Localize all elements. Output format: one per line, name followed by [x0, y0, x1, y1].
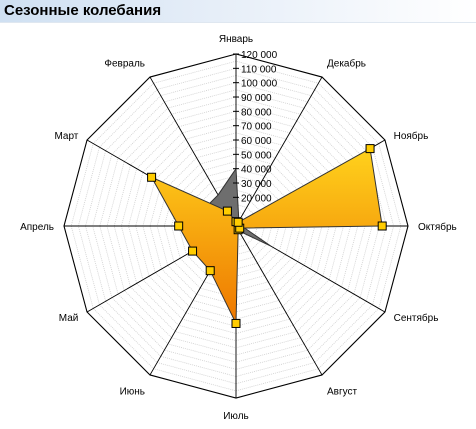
- series-2-marker-Ноябрь: [365, 144, 375, 154]
- chart-title-bar: Сезонные колебания: [0, 0, 476, 23]
- category-label: Май: [59, 313, 79, 324]
- category-labels: Январь Февраль Март Апрель Май Июнь Июль Август…: [20, 34, 457, 422]
- series-2-marker-Февраль: [222, 206, 232, 216]
- chart-title: Сезонные колебания: [4, 2, 162, 19]
- tick-label: 30 000: [241, 179, 272, 190]
- tick-label: 90 000: [241, 93, 272, 104]
- category-label: Февраль: [104, 58, 145, 69]
- grid-spoke: [235, 225, 323, 376]
- tick-label: 120 000: [241, 50, 278, 61]
- series-2-marker-Июнь: [205, 266, 215, 276]
- category-label: Июль: [223, 411, 249, 422]
- radar-series: [147, 144, 387, 328]
- tick-label: 100 000: [241, 79, 278, 90]
- tick-label: 70 000: [241, 122, 272, 133]
- category-label: Ноябрь: [394, 130, 429, 142]
- series-2-marker-Март: [147, 172, 157, 182]
- series-2-marker-Июль: [231, 318, 241, 328]
- category-label: Август: [327, 387, 358, 398]
- tick-label: 110 000: [241, 64, 277, 75]
- category-label: Апрель: [20, 222, 54, 233]
- category-label: Июнь: [120, 387, 145, 398]
- tick-label: 80 000: [241, 107, 272, 118]
- series-2-marker-Декабрь: [233, 217, 243, 227]
- series-2-marker-Май: [188, 246, 198, 256]
- grid-spoke: [235, 76, 323, 227]
- category-label: Март: [54, 131, 78, 142]
- category-label: Декабрь: [327, 57, 366, 69]
- category-label: Октябрь: [418, 221, 457, 233]
- category-label: Январь: [219, 34, 253, 45]
- tick-label: 50 000: [241, 150, 272, 161]
- tick-label: 20 000: [241, 193, 272, 204]
- category-label: Сентябрь: [394, 312, 439, 324]
- radial-axis-ticks: 20 000 30 000 40 000 50 000 60 000 70 000 80 0…: [233, 50, 278, 204]
- series-2-marker-Октябрь: [377, 221, 387, 231]
- tick-label: 40 000: [241, 165, 272, 176]
- series-2-marker-Апрель: [174, 221, 184, 231]
- tick-label: 60 000: [241, 136, 272, 147]
